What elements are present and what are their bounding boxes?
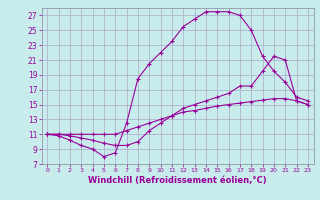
- X-axis label: Windchill (Refroidissement éolien,°C): Windchill (Refroidissement éolien,°C): [88, 176, 267, 185]
